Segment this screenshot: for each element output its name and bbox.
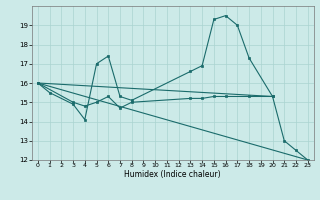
X-axis label: Humidex (Indice chaleur): Humidex (Indice chaleur) bbox=[124, 170, 221, 179]
